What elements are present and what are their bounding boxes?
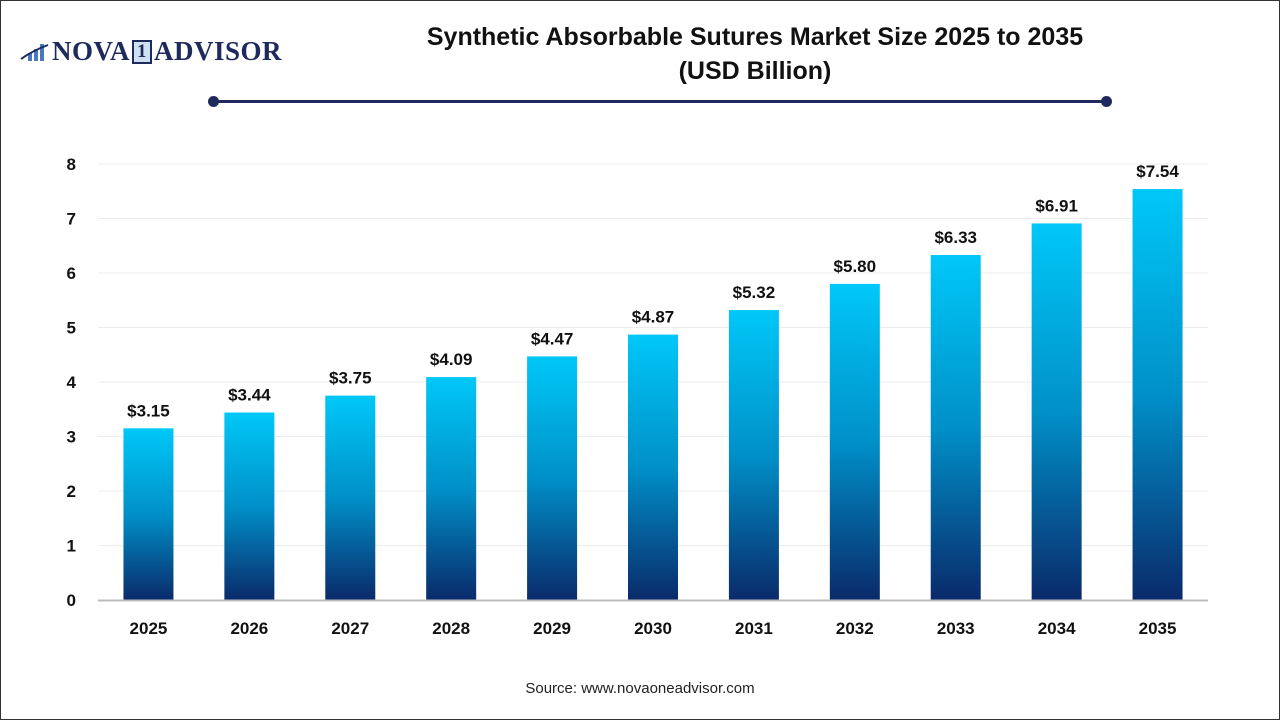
x-tick-label: 2027 [331, 619, 369, 638]
logo-text-mid: 1 [132, 39, 153, 64]
divider-dot-right [1101, 96, 1112, 107]
data-label: $7.54 [1136, 162, 1179, 181]
data-label: $4.09 [430, 350, 473, 369]
chart-title: Synthetic Absorbable Sutures Market Size… [300, 20, 1210, 88]
bar [325, 395, 376, 600]
x-tick-label: 2025 [130, 619, 168, 638]
bar [426, 377, 477, 600]
x-tick-label: 2030 [634, 619, 672, 638]
bar [1132, 189, 1183, 600]
chart-bars-logo-icon [20, 43, 49, 61]
source-text: Source: www.novaoneadvisor.com [525, 680, 755, 697]
title-line-2: (USD Billion) [678, 57, 832, 85]
bar [1031, 223, 1082, 600]
bar [728, 310, 779, 600]
bar [628, 334, 678, 600]
divider-dot-left [208, 96, 219, 107]
x-tick-label: 2026 [230, 619, 268, 638]
y-tick-label: 0 [67, 591, 76, 610]
y-tick-label: 7 [67, 210, 76, 229]
logo-text-left: NOVA [52, 36, 131, 66]
logo: NOVA 1 ADVISOR [20, 36, 282, 67]
data-label: $3.44 [228, 386, 271, 405]
y-tick-label: 3 [67, 428, 76, 447]
y-tick-label: 2 [67, 482, 76, 501]
data-label: $4.47 [531, 329, 574, 348]
x-tick-label: 2028 [432, 619, 470, 638]
y-tick-label: 8 [67, 155, 76, 174]
x-tick-label: 2031 [735, 619, 773, 638]
x-tick-label: 2034 [1038, 619, 1076, 638]
y-tick-label: 1 [67, 537, 76, 556]
data-label: $3.15 [127, 401, 170, 420]
data-label: $5.80 [834, 257, 877, 276]
logo-text-right: ADVISOR [154, 36, 283, 66]
bar [829, 283, 880, 600]
data-label: $4.87 [632, 308, 675, 327]
bar [527, 356, 578, 600]
data-label: $6.33 [934, 228, 977, 247]
data-label: $3.75 [329, 369, 372, 388]
title-divider [213, 100, 1106, 103]
bar [224, 412, 275, 600]
title-line-1: Synthetic Absorbable Sutures Market Size… [426, 23, 1084, 51]
data-label: $6.91 [1035, 196, 1078, 215]
x-tick-label: 2029 [533, 619, 571, 638]
x-tick-label: 2032 [836, 619, 874, 638]
y-tick-label: 4 [67, 373, 77, 392]
x-tick-label: 2035 [1139, 619, 1177, 638]
data-label: $5.32 [733, 283, 776, 302]
bar [930, 255, 981, 600]
x-tick-label: 2033 [937, 619, 975, 638]
bar [123, 428, 174, 600]
y-tick-label: 6 [67, 264, 76, 283]
y-tick-label: 5 [67, 319, 76, 338]
